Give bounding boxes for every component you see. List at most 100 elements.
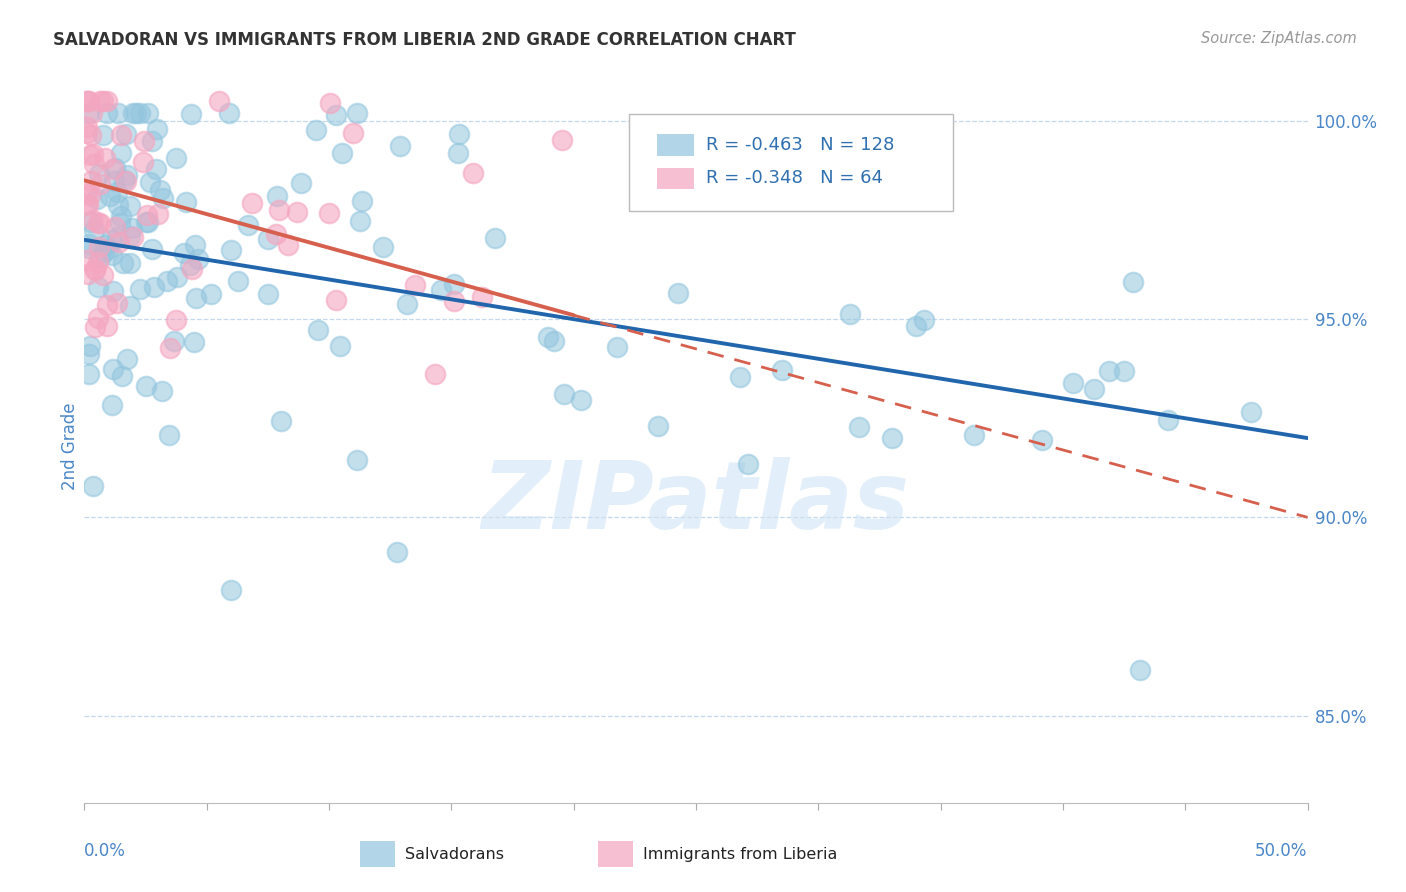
Point — [163, 334, 186, 348]
Point — [226, 274, 249, 288]
Point — [87, 240, 110, 254]
Point — [668, 286, 690, 301]
FancyBboxPatch shape — [360, 841, 395, 867]
Point — [221, 583, 243, 598]
Point — [267, 203, 290, 218]
Point — [156, 273, 179, 287]
Point — [551, 133, 574, 147]
Point — [325, 108, 347, 122]
Point — [218, 106, 240, 120]
Point — [82, 479, 104, 493]
Point — [101, 398, 124, 412]
Point — [136, 106, 159, 120]
Point — [132, 134, 155, 148]
Point — [79, 187, 101, 202]
Point — [122, 106, 145, 120]
Point — [396, 297, 419, 311]
Point — [180, 261, 202, 276]
Point — [266, 189, 288, 203]
Point — [79, 148, 101, 162]
Point — [115, 351, 138, 366]
Point — [240, 196, 263, 211]
Point — [112, 173, 135, 187]
Point — [219, 243, 242, 257]
Point — [76, 198, 98, 212]
Point — [89, 178, 111, 192]
Point — [104, 161, 127, 176]
Point — [79, 339, 101, 353]
Point — [105, 230, 128, 244]
Point — [257, 287, 280, 301]
Point — [447, 146, 470, 161]
Point — [839, 307, 862, 321]
Text: Immigrants from Liberia: Immigrants from Liberia — [643, 847, 838, 862]
Point — [96, 318, 118, 333]
Point — [108, 235, 131, 249]
Point — [318, 95, 340, 110]
Point — [173, 245, 195, 260]
Point — [118, 229, 141, 244]
Point — [165, 152, 187, 166]
Point — [307, 323, 329, 337]
Point — [107, 198, 129, 212]
Point — [135, 379, 157, 393]
Point — [647, 419, 669, 434]
FancyBboxPatch shape — [598, 841, 633, 867]
Point — [107, 106, 129, 120]
Point — [87, 167, 110, 181]
Point — [848, 420, 870, 434]
Point — [77, 241, 100, 255]
Point — [430, 283, 453, 297]
Point — [108, 217, 131, 231]
Point — [76, 94, 98, 108]
Point — [179, 258, 201, 272]
Point — [114, 127, 136, 141]
Point — [159, 342, 181, 356]
Point — [105, 186, 128, 200]
Point — [96, 106, 118, 120]
Point — [443, 293, 465, 308]
Point — [553, 387, 575, 401]
FancyBboxPatch shape — [657, 134, 693, 155]
Point — [145, 161, 167, 176]
Point — [82, 147, 104, 161]
Point — [101, 284, 124, 298]
Point — [208, 94, 231, 108]
Point — [146, 207, 169, 221]
Point — [165, 313, 187, 327]
Point — [96, 94, 118, 108]
Point — [187, 252, 209, 266]
Point — [77, 106, 100, 120]
Point — [152, 192, 174, 206]
Point — [83, 157, 105, 171]
Text: SALVADORAN VS IMMIGRANTS FROM LIBERIA 2ND GRADE CORRELATION CHART: SALVADORAN VS IMMIGRANTS FROM LIBERIA 2N… — [53, 31, 796, 49]
Point — [86, 192, 108, 206]
Point — [105, 296, 128, 310]
Point — [76, 94, 98, 108]
Point — [110, 209, 132, 223]
Point — [256, 232, 278, 246]
Point — [110, 146, 132, 161]
Point — [180, 106, 202, 120]
Point — [77, 236, 100, 251]
FancyBboxPatch shape — [628, 114, 953, 211]
Point — [121, 221, 143, 235]
Point — [350, 194, 373, 209]
Point — [132, 155, 155, 169]
Point — [135, 208, 157, 222]
Point — [135, 215, 157, 229]
Text: 0.0%: 0.0% — [84, 842, 127, 860]
Point — [318, 205, 340, 219]
Point — [91, 94, 114, 108]
Point — [83, 223, 105, 237]
Point — [471, 290, 494, 304]
Point — [101, 162, 124, 177]
Point — [128, 282, 150, 296]
Point — [121, 230, 143, 244]
Point — [141, 242, 163, 256]
Point — [174, 194, 197, 209]
Point — [136, 215, 159, 229]
Point — [87, 280, 110, 294]
Point — [912, 313, 935, 327]
Point — [346, 453, 368, 467]
